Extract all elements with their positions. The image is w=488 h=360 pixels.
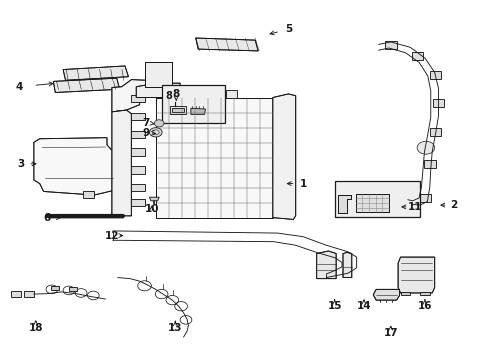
Text: 10: 10 bbox=[144, 204, 159, 215]
Bar bbox=[334, 181, 419, 217]
Bar bbox=[423, 160, 435, 168]
Text: 4: 4 bbox=[16, 82, 23, 92]
Circle shape bbox=[149, 128, 162, 137]
Bar bbox=[161, 85, 224, 123]
Bar bbox=[131, 148, 145, 156]
Polygon shape bbox=[419, 292, 429, 295]
Bar bbox=[355, 194, 388, 212]
Bar bbox=[355, 194, 388, 212]
Polygon shape bbox=[337, 195, 350, 213]
Polygon shape bbox=[195, 90, 206, 98]
Bar bbox=[24, 291, 34, 297]
Bar bbox=[131, 113, 145, 120]
Circle shape bbox=[154, 120, 163, 127]
Polygon shape bbox=[400, 292, 409, 295]
Text: 9: 9 bbox=[142, 129, 149, 138]
Polygon shape bbox=[372, 289, 399, 300]
Bar bbox=[69, 287, 77, 291]
Text: 15: 15 bbox=[327, 301, 341, 311]
Text: 8: 8 bbox=[165, 91, 172, 101]
Bar bbox=[432, 99, 444, 107]
Polygon shape bbox=[136, 83, 180, 98]
Polygon shape bbox=[397, 257, 434, 293]
Polygon shape bbox=[112, 80, 148, 112]
Bar bbox=[418, 194, 430, 202]
Polygon shape bbox=[190, 108, 205, 114]
Text: 6: 6 bbox=[43, 213, 51, 222]
Bar bbox=[131, 131, 145, 138]
Circle shape bbox=[416, 141, 434, 154]
Polygon shape bbox=[272, 94, 295, 220]
Bar bbox=[131, 199, 145, 206]
Text: 14: 14 bbox=[356, 301, 370, 311]
Polygon shape bbox=[211, 90, 222, 98]
Polygon shape bbox=[149, 197, 159, 201]
Bar bbox=[11, 291, 21, 297]
Polygon shape bbox=[225, 90, 236, 98]
Bar bbox=[131, 95, 145, 102]
Bar bbox=[156, 98, 272, 218]
Text: 16: 16 bbox=[417, 301, 431, 311]
Text: 7: 7 bbox=[142, 118, 149, 128]
Polygon shape bbox=[195, 38, 258, 51]
Text: 1: 1 bbox=[299, 179, 306, 189]
Bar bbox=[131, 184, 145, 192]
Bar bbox=[384, 41, 396, 49]
Text: 2: 2 bbox=[449, 200, 457, 210]
Polygon shape bbox=[342, 252, 351, 278]
Polygon shape bbox=[53, 78, 120, 93]
Bar bbox=[131, 166, 145, 174]
Polygon shape bbox=[63, 66, 128, 80]
Text: 13: 13 bbox=[168, 323, 182, 333]
Text: 11: 11 bbox=[407, 202, 422, 212]
Polygon shape bbox=[34, 138, 117, 195]
Text: 5: 5 bbox=[284, 24, 291, 35]
Polygon shape bbox=[82, 192, 94, 198]
Bar bbox=[156, 98, 272, 218]
Polygon shape bbox=[144, 62, 172, 87]
Polygon shape bbox=[172, 108, 183, 112]
Text: 18: 18 bbox=[28, 323, 43, 333]
Bar bbox=[411, 51, 423, 59]
Polygon shape bbox=[316, 251, 335, 279]
Bar bbox=[429, 128, 441, 136]
Text: 17: 17 bbox=[383, 328, 397, 338]
Bar bbox=[429, 71, 441, 78]
Text: 12: 12 bbox=[104, 231, 119, 240]
Text: 3: 3 bbox=[18, 159, 25, 169]
Text: 8: 8 bbox=[172, 89, 180, 99]
Bar bbox=[51, 286, 59, 291]
Polygon shape bbox=[181, 90, 191, 98]
Polygon shape bbox=[112, 110, 131, 216]
